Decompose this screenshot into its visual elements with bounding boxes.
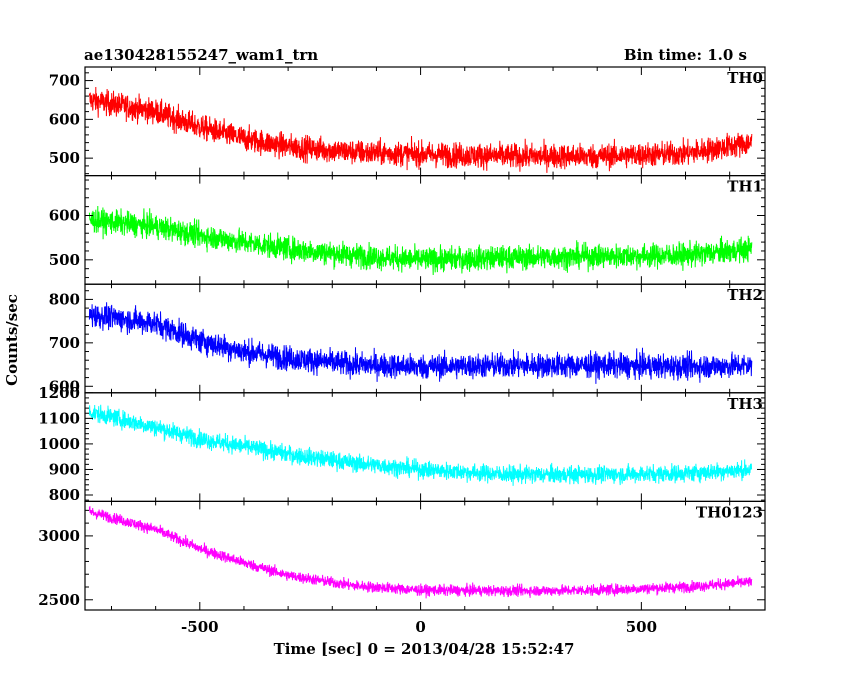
th0123-y-tick-label: 2500 [38, 591, 80, 609]
th3-panel-frame [84, 392, 766, 502]
th3-y-tick-label: 1000 [38, 435, 80, 453]
th3-y-tick-label: 1100 [38, 409, 80, 427]
th0123-y-tick-label: 3000 [38, 527, 80, 545]
bin-time-label: Bin time: 1.0 s [624, 46, 747, 64]
th0-panel-label: TH0 [727, 69, 763, 87]
th1-y-tick-label: 600 [49, 206, 80, 224]
th2-panel-label: TH2 [727, 286, 763, 304]
th0-y-tick-label: 500 [49, 149, 80, 167]
th3-panel-label: TH3 [727, 395, 763, 413]
th1-series-line [88, 205, 753, 276]
th0123-series-line [88, 506, 753, 599]
th2-series-line [88, 302, 753, 384]
th0-y-tick-label: 700 [49, 72, 80, 90]
th0123-panel-frame [84, 500, 766, 611]
th1-y-tick-label: 500 [49, 251, 80, 269]
th3-y-tick-label: 900 [49, 460, 80, 478]
y-axis-label: Counts/sec [3, 294, 21, 386]
th2-y-tick-label: 600 [49, 377, 80, 395]
x-axis-label: Time [sec] 0 = 2013/04/28 15:52:47 [274, 640, 575, 658]
th0-series-line [88, 86, 753, 173]
x-tick-label: -500 [181, 618, 219, 636]
th0123-panel-label: TH0123 [696, 503, 763, 521]
th3-y-tick-label: 800 [49, 486, 80, 504]
x-tick-label: 0 [415, 618, 425, 636]
th2-y-tick-label: 700 [49, 334, 80, 352]
panels-group: 500 600 700 TH0 500 600 TH1 600 700 800 TH2 800 900 1… [38, 66, 766, 636]
th0-y-tick-label: 600 [49, 110, 80, 128]
th3-series-line [88, 404, 753, 486]
th2-y-tick-label: 800 [49, 290, 80, 308]
x-tick-label: 500 [626, 618, 657, 636]
figure-title: ae130428155247_wam1_trn [84, 46, 318, 64]
th1-panel-label: TH1 [727, 178, 763, 196]
th3-y-tick-label: 1200 [38, 384, 80, 402]
